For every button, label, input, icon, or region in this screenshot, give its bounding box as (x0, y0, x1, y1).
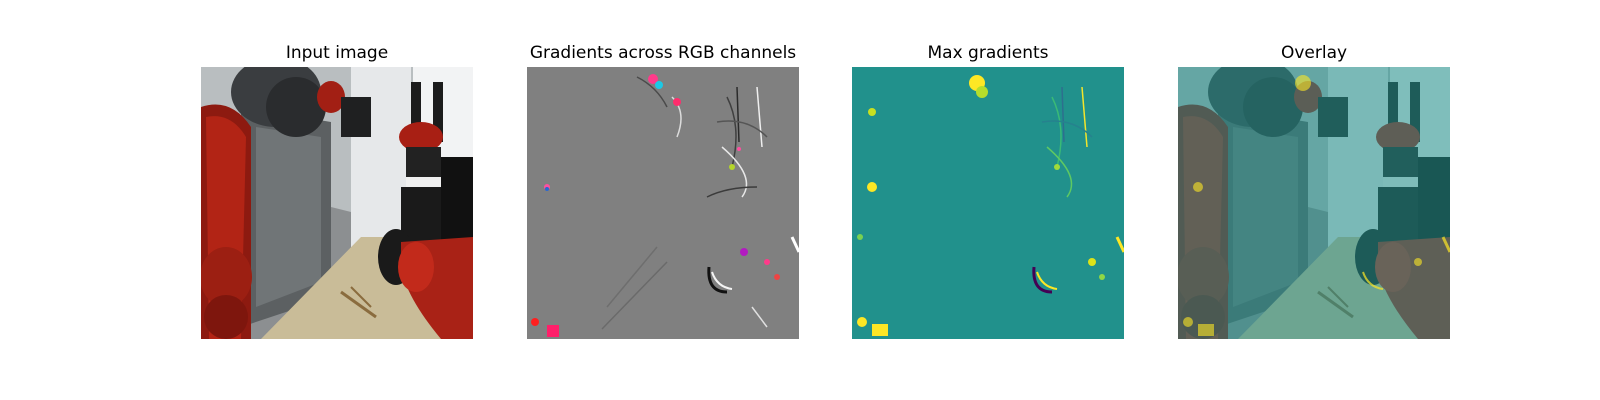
panel-title: Gradients across RGB channels (529, 43, 797, 63)
overlay-image (1178, 67, 1450, 339)
panel-max-gradients: Max gradients (852, 0, 1124, 400)
panel-input-image: Input image (201, 0, 473, 400)
panel-overlay: Overlay (1178, 0, 1450, 400)
max-gradient-image (852, 67, 1124, 339)
rgb-gradient-image (527, 67, 799, 339)
panel-title: Overlay (1280, 43, 1348, 63)
panel-rgb-gradients: Gradients across RGB channels (527, 0, 799, 400)
input-image (201, 67, 473, 339)
panel-title: Max gradients (927, 43, 1049, 63)
panel-title: Input image (285, 43, 389, 63)
